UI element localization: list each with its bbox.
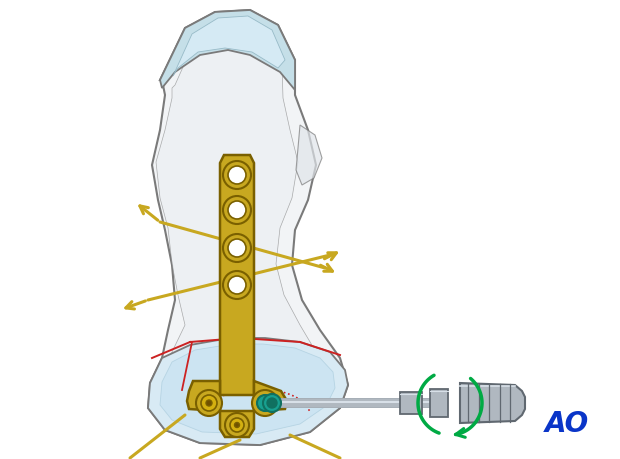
Polygon shape [400,392,422,414]
Polygon shape [296,125,322,185]
Circle shape [223,271,251,299]
Circle shape [267,398,277,408]
Circle shape [223,196,251,224]
Circle shape [257,395,273,411]
Circle shape [223,161,251,189]
Polygon shape [160,10,295,90]
Circle shape [230,418,244,432]
Circle shape [225,413,249,437]
Polygon shape [156,20,332,430]
Circle shape [252,390,278,416]
Polygon shape [460,383,525,423]
Circle shape [228,201,246,219]
Polygon shape [220,155,254,395]
Circle shape [196,390,222,416]
Polygon shape [148,338,348,445]
Polygon shape [220,411,254,437]
Circle shape [206,400,212,406]
Circle shape [263,394,281,412]
Circle shape [223,234,251,262]
Polygon shape [173,16,285,76]
Circle shape [228,239,246,257]
Text: AO: AO [545,410,589,438]
Polygon shape [254,381,287,411]
Polygon shape [430,389,448,417]
Circle shape [228,166,246,184]
Polygon shape [187,381,220,411]
Circle shape [234,422,239,427]
Circle shape [228,276,246,294]
Polygon shape [148,10,348,445]
Circle shape [201,395,217,411]
Polygon shape [160,344,335,434]
